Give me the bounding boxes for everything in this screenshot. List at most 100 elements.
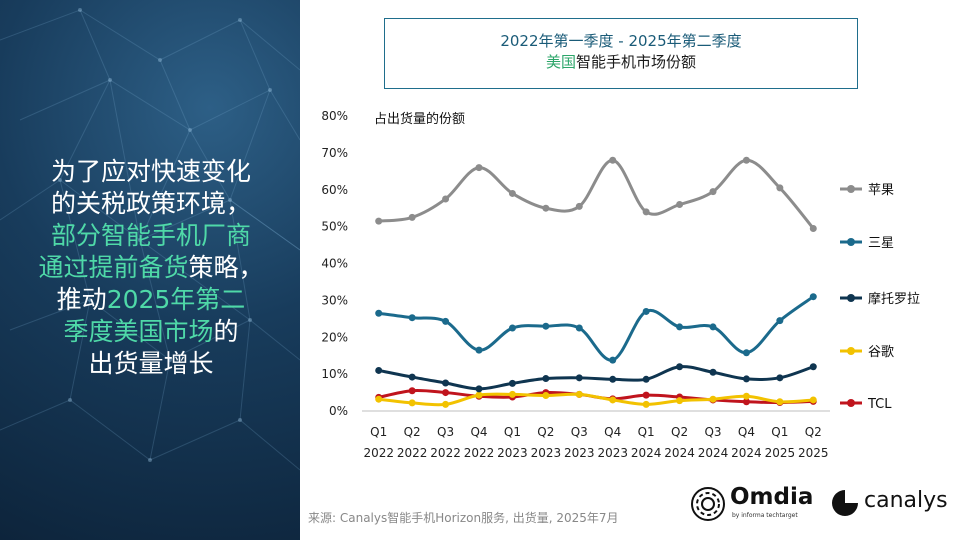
x-tick-year-label: 2024 [664,446,695,460]
x-tick-year-label: 2023 [531,446,562,460]
y-tick-label: 0% [329,404,348,418]
data-point [542,204,550,212]
data-point [575,374,583,382]
canalys-logo-text: canalys [864,488,948,513]
headline-line: 部分智能手机厂商 [20,220,282,252]
headline-line: 为了应对快速变化 [20,156,282,188]
omdia-logo-text: Omdia [730,484,814,510]
x-tick-label: Q3 [437,425,454,439]
data-point [442,317,450,325]
data-point [642,375,650,383]
data-point [408,387,416,395]
data-point [542,375,550,383]
data-point [642,391,650,399]
headline-text: 的 [213,317,239,346]
data-point [642,307,650,315]
x-tick-label: Q1 [370,425,387,439]
series-line [378,158,815,230]
line-chart: 0% 10% 20% 30% 40% 50% 60% 70% 80% 占出货量的份额 Q1 2022 Q… [321,109,920,460]
data-point [375,309,383,317]
data-point [709,395,717,403]
headline-text: 的关税政策环境， [50,189,251,218]
data-point [742,156,750,164]
data-point [709,323,717,331]
left-panel: 为了应对快速变化 的关税政策环境， 部分智能手机厂商 通过提前备货策略， 推动2025年… [0,0,300,540]
data-point [609,356,617,364]
x-tick-label: Q1 [771,425,788,439]
canalys-logo: canalys [830,486,955,520]
y-tick-label: 30% [321,293,348,307]
headline-line: 通过提前备货策略， [20,252,282,284]
data-point [776,184,784,192]
data-point [709,188,717,196]
data-point [508,324,516,332]
chart-title-box: 2022年第一季度 - 2025年第二季度 美国智能手机市场份额 [384,18,858,89]
y-tick-label: 60% [321,183,348,197]
data-point [408,399,416,407]
data-point [542,392,550,400]
x-tick-year-label: 2024 [731,446,762,460]
data-point [742,392,750,400]
data-point [809,396,817,404]
x-tick-year-label: 2025 [765,446,796,460]
headline-text: 为了应对快速变化 [50,157,251,186]
legend-label: 三星 [868,236,894,251]
x-tick-label: Q4 [738,425,755,439]
legend-label: 谷歌 [868,345,894,360]
data-point [776,398,784,406]
data-point [508,379,516,387]
legend-marker-dot [847,294,855,302]
chart-subtitle-rest: 智能手机市场份额 [576,53,697,71]
data-point [642,400,650,408]
x-tick-label: Q3 [704,425,721,439]
chart-subtitle: 美国智能手机市场份额 [385,51,857,73]
omdia-logo: Omdia by informa techtarget [690,484,820,524]
x-tick-year-label: 2025 [798,446,829,460]
y-axis-label: 占出货量的份额 [374,111,465,127]
data-point [475,385,483,393]
data-point [742,349,750,357]
data-point [776,374,784,382]
data-point [575,202,583,210]
data-point [508,189,516,197]
data-point [575,324,583,332]
data-point [408,213,416,221]
y-tick-label: 20% [321,330,348,344]
x-tick-year-label: 2023 [597,446,628,460]
x-tick-label: Q1 [638,425,655,439]
x-tick-year-label: 2024 [631,446,662,460]
network-background [0,8,300,471]
legend-marker-dot [847,185,855,193]
headline-highlight: 部分智能手机厂商 [50,221,251,250]
data-point [676,363,684,371]
x-tick-label: Q3 [571,425,588,439]
y-tick-label: 40% [321,257,348,271]
data-point [776,317,784,325]
data-point [475,346,483,354]
x-tick-year-label: 2022 [363,446,394,460]
source-note: 来源: Canalys智能手机Horizon服务, 出货量, 2025年7月 [308,511,619,525]
data-point [442,379,450,387]
headline-highlight: 2025年第二 [106,285,246,314]
headline-line: 季度美国市场的 [20,316,282,348]
x-tick-year-label: 2023 [564,446,595,460]
legend-label: TCL [867,397,892,412]
x-tick-year-label: 2024 [698,446,729,460]
data-point [742,375,750,383]
data-point [442,389,450,397]
data-point [676,397,684,405]
x-tick-label: Q2 [404,425,421,439]
legend-label: 苹果 [868,183,894,198]
legend-marker-dot [847,238,855,246]
canalys-logo-icon [832,490,858,516]
data-point [676,201,684,208]
series-line [378,295,815,362]
data-point [442,400,450,408]
data-point [442,195,450,203]
data-point [809,224,817,232]
data-point [475,391,483,399]
data-point [709,368,717,376]
headline-text: 推动 [56,285,107,314]
x-tick-year-label: 2022 [464,446,495,460]
data-point [575,390,583,398]
